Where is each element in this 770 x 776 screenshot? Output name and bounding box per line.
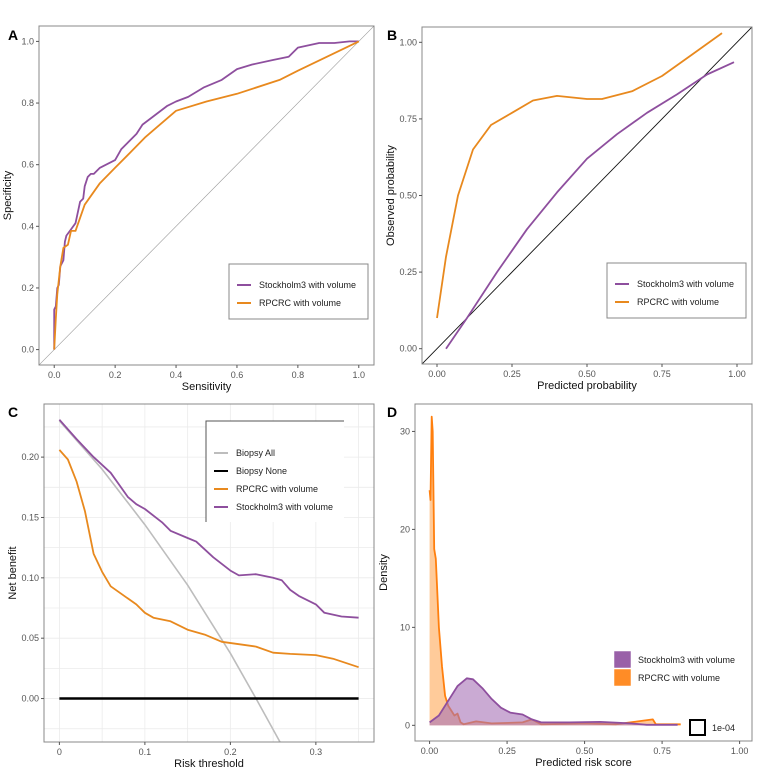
reference-diagonal-line: [39, 26, 374, 365]
x-tick-label: 0.50: [578, 369, 596, 379]
panel-a: A 0.0 0.2 0.4 0.6 0.8 1.0 0.0 0.2 0.4 0.6 0.8 1.0 Sen…: [2, 25, 375, 393]
x-axis-label: Predicted probability: [537, 380, 637, 392]
x-tick-label: 0.75: [653, 369, 671, 379]
legend-label: RPCRC with volume: [638, 673, 720, 683]
y-tick-label: 0.00: [399, 344, 417, 354]
legend-swatch: [613, 668, 632, 687]
x-tick-label: 0.00: [421, 746, 439, 756]
panel-b: B 0.00 0.25 0.50 0.75 1.00 0.00 0.25 0.50 0.75 1.0…: [385, 26, 753, 392]
y-tick-label: 20: [400, 524, 410, 534]
legend: Stockholm3 with volume RPCRC with volume: [228, 263, 369, 320]
y-tick-label: 0.8: [21, 98, 34, 108]
legend-label: Stockholm3 with volume: [236, 502, 333, 512]
legend: Biopsy All Biopsy None RPCRC with volume St…: [205, 420, 344, 522]
x-tick-label: 1.00: [728, 369, 746, 379]
legend-swatch: [613, 650, 632, 669]
y-tick-label: 0.05: [21, 633, 39, 643]
plot-frame: [414, 403, 753, 742]
x-axis-label: Sensitivity: [182, 381, 232, 393]
y-axis-label: Density: [378, 554, 390, 591]
y-tick-label: 0.15: [21, 512, 39, 522]
x-tick-label: 1.0: [353, 370, 366, 380]
x-tick-label: 0.0: [48, 370, 61, 380]
y-axis-label: Specificity: [2, 170, 14, 220]
legend: Stockholm3 with volume RPCRC with volume 1…: [613, 650, 735, 736]
legend-border: [205, 420, 344, 522]
y-tick-label: 0.20: [21, 452, 39, 462]
y-tick-label: 0.0: [21, 345, 34, 355]
y-tick-label: 0.00: [21, 694, 39, 704]
plot-area: [39, 26, 374, 365]
legend-label: Stockholm3 with volume: [637, 279, 734, 289]
panel-d: D 0.00 0.25 0.50 0.75 1.00 0 10 20 30 Predicted ri…: [378, 403, 753, 769]
x-tick-label: 0.50: [576, 746, 594, 756]
x-tick-label: 0.75: [653, 746, 671, 756]
legend-box: [206, 421, 344, 522]
legend-label-size: 1e-04: [712, 723, 735, 733]
legend: Stockholm3 with volume RPCRC with volume: [606, 262, 747, 319]
x-tick-label: 0.1: [139, 747, 152, 757]
y-tick-label: 0.4: [21, 221, 34, 231]
legend-label: Stockholm3 with volume: [259, 280, 356, 290]
series-line-rpcrc-with-volume: [53, 40, 360, 350]
y-tick-label: 0.25: [399, 267, 417, 277]
legend-box: [228, 263, 369, 320]
density-area-stockholm3-with-volume: [429, 678, 678, 726]
panel-label: D: [387, 404, 397, 420]
series-line-stockholm3-with-volume: [58, 419, 359, 619]
x-tick-label: 0: [57, 747, 62, 757]
x-tick-label: 1.00: [731, 746, 749, 756]
y-tick-label: 0.10: [21, 573, 39, 583]
series-line-stockholm3-with-volume: [445, 61, 735, 350]
y-tick-label: 30: [400, 426, 410, 436]
legend-label: Biopsy All: [236, 448, 275, 458]
plot-area: [428, 415, 681, 726]
plot-frame: [38, 25, 375, 366]
y-tick-label: 1.00: [399, 37, 417, 47]
legend-swatch-size: [689, 719, 706, 736]
y-tick-label: 1.0: [21, 36, 34, 46]
y-tick-label: 0.2: [21, 283, 34, 293]
x-tick-label: 0.6: [231, 370, 244, 380]
legend-label: RPCRC with volume: [259, 298, 341, 308]
x-axis-label: Risk threshold: [174, 758, 244, 770]
y-tick-label: 0.50: [399, 191, 417, 201]
x-tick-label: 0.25: [503, 369, 521, 379]
panel-label: B: [387, 27, 397, 43]
x-tick-label: 0.8: [292, 370, 305, 380]
x-tick-label: 0.2: [109, 370, 122, 380]
x-axis-label: Predicted risk score: [535, 757, 632, 769]
legend-label: Biopsy None: [236, 466, 287, 476]
plot-area: [422, 27, 752, 364]
plot-area: [58, 419, 359, 742]
y-tick-label: 10: [400, 622, 410, 632]
legend-label: Stockholm3 with volume: [638, 655, 735, 665]
legend-label: RPCRC with volume: [637, 297, 719, 307]
y-axis-label: Observed probability: [385, 145, 397, 246]
legend-box: [606, 262, 747, 319]
y-tick-label: 0: [405, 720, 410, 730]
y-axis-label: Net benefit: [7, 546, 19, 599]
x-tick-label: 0.00: [428, 369, 446, 379]
series-line-stockholm3-with-volume: [53, 40, 359, 350]
panel-label: A: [8, 27, 18, 43]
legend-label: RPCRC with volume: [236, 484, 318, 494]
x-tick-label: 0.3: [310, 747, 323, 757]
x-tick-label: 0.25: [498, 746, 516, 756]
y-tick-label: 0.75: [399, 114, 417, 124]
plot-frame: [43, 403, 375, 743]
panel-label: C: [8, 404, 18, 420]
series-line-stockholm3-with-volume: [429, 677, 678, 726]
series-line-rpcrc-with-volume: [58, 449, 359, 669]
x-tick-label: 0.2: [224, 747, 237, 757]
panel-c: C 0 0.1 0.2 0.3 0.00 0.05 0.10 0.15 0.20 Risk thre…: [7, 403, 375, 770]
y-tick-label: 0.6: [21, 160, 34, 170]
x-tick-label: 0.4: [170, 370, 183, 380]
reference-diagonal-line: [422, 27, 752, 364]
series-line-rpcrc-with-volume: [436, 32, 723, 319]
